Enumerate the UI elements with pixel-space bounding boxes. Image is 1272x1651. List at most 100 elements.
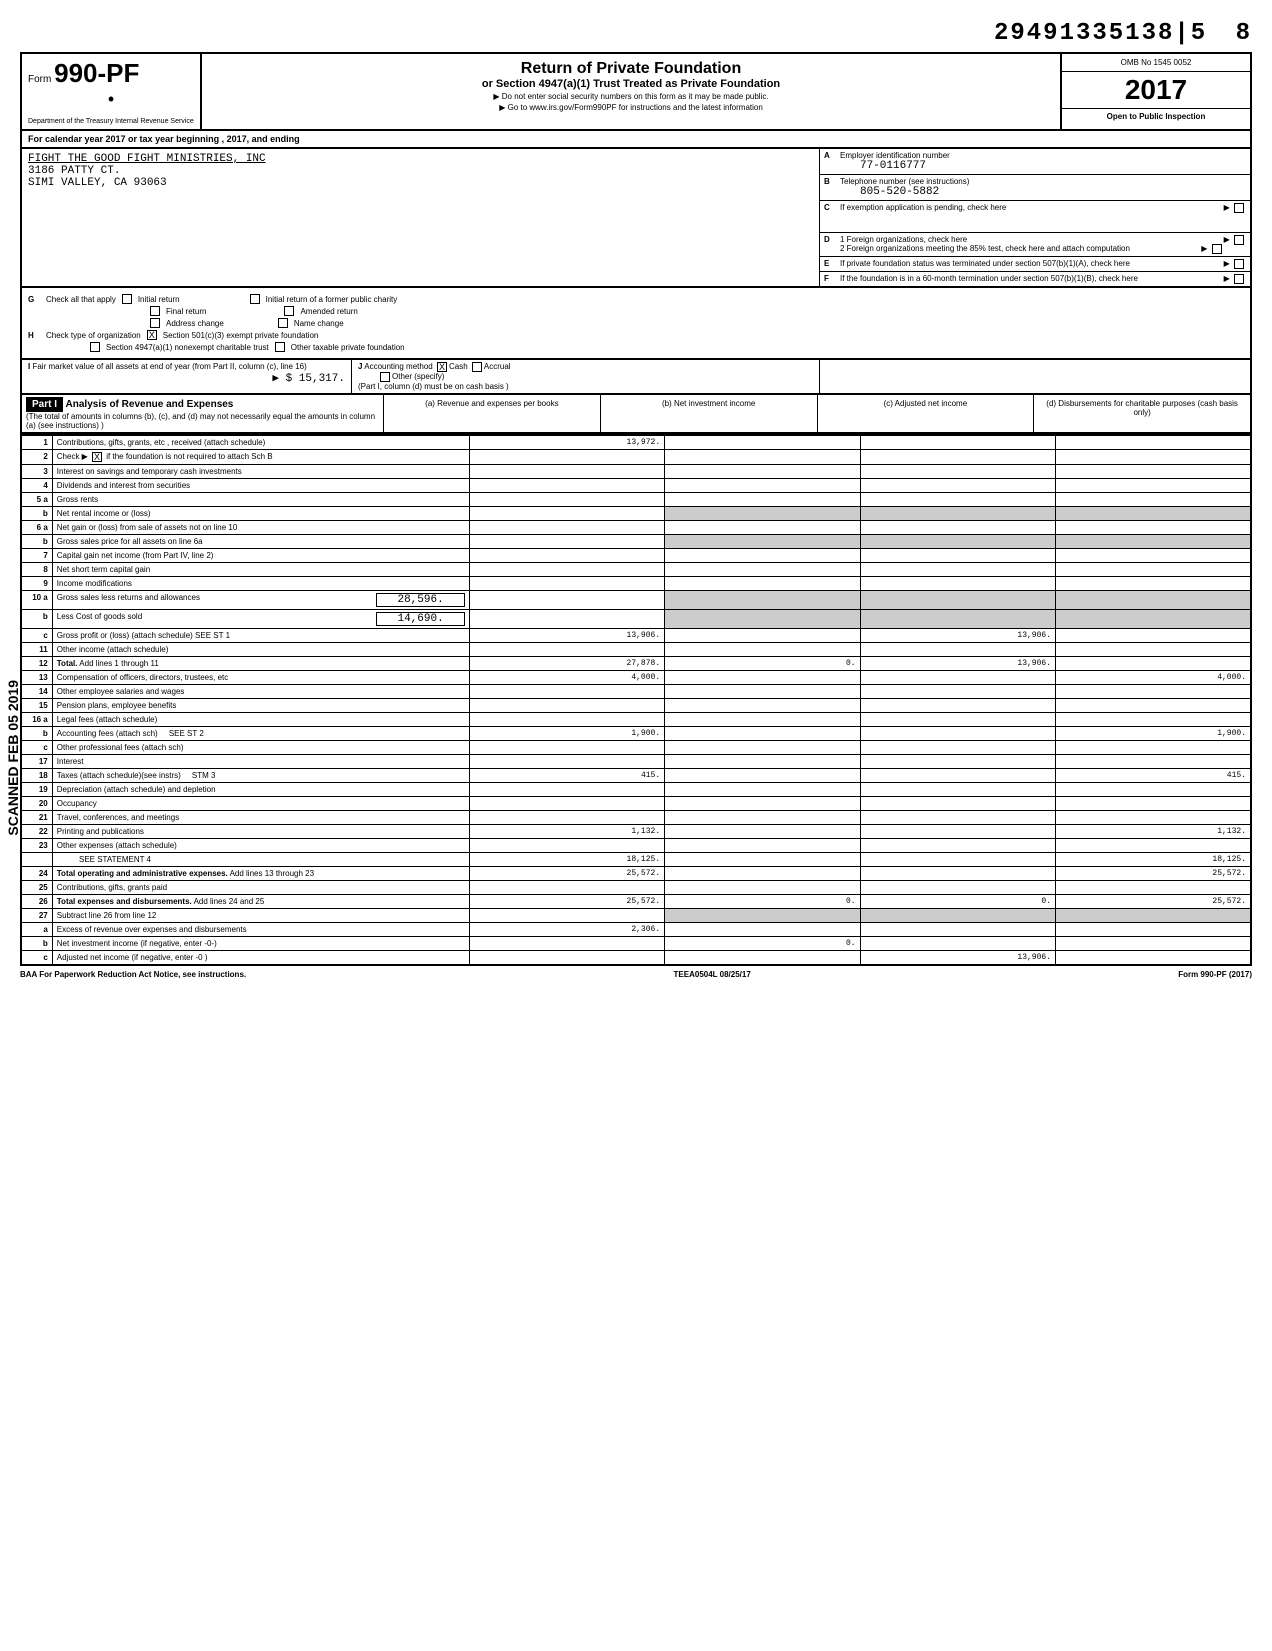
row-desc: Net gain or (loss) from sale of assets n… (52, 521, 469, 535)
tel: 805-520-5882 (860, 186, 939, 198)
row-d (1056, 797, 1251, 811)
table-row: bAccounting fees (attach sch) SEE ST 2 1,… (21, 727, 1251, 741)
row-c (860, 507, 1055, 521)
e-checkbox[interactable] (1234, 259, 1244, 269)
row-num: 25 (21, 881, 52, 895)
d2-checkbox[interactable] (1212, 244, 1222, 254)
row-desc: Other income (attach schedule) (52, 643, 469, 657)
part1-title: Analysis of Revenue and Expenses (66, 399, 234, 410)
row-c (860, 521, 1055, 535)
row-d: 1,900. (1056, 727, 1251, 741)
row-b (665, 853, 860, 867)
table-row: 26Total expenses and disbursements. Add … (21, 895, 1251, 909)
row-b (665, 797, 860, 811)
row-desc: Capital gain net income (from Part IV, l… (52, 549, 469, 563)
row-num: 12 (21, 657, 52, 671)
row-c (860, 909, 1055, 923)
h-label: Check type of organization (46, 331, 141, 340)
c-checkbox[interactable] (1234, 203, 1244, 213)
row-d: 25,572. (1056, 895, 1251, 909)
row-desc: Gross sales less returns and allowances … (52, 591, 469, 610)
row-a (469, 610, 664, 629)
row-c (860, 699, 1055, 713)
table-row: 4Dividends and interest from securities (21, 479, 1251, 493)
table-row: bNet rental income or (loss) (21, 507, 1251, 521)
row-desc: SEE STATEMENT 4 (52, 853, 469, 867)
row-d (1056, 741, 1251, 755)
table-row: SEE STATEMENT 418,125.18,125. (21, 853, 1251, 867)
g-cb-addr[interactable] (150, 318, 160, 328)
row-desc: Other expenses (attach schedule) (52, 839, 469, 853)
h-cb-501c3[interactable]: X (147, 330, 157, 340)
row-d (1056, 699, 1251, 713)
row-desc: Accounting fees (attach sch) SEE ST 2 (52, 727, 469, 741)
row-d: 415. (1056, 769, 1251, 783)
row-c (860, 713, 1055, 727)
row-d (1056, 563, 1251, 577)
row-num: 2 (21, 450, 52, 465)
table-row: 8Net short term capital gain (21, 563, 1251, 577)
fmv-section: I Fair market value of all assets at end… (20, 360, 1252, 395)
row-d (1056, 923, 1251, 937)
d1-checkbox[interactable] (1234, 235, 1244, 245)
row-a: 4,000. (469, 671, 664, 685)
footer-left: BAA For Paperwork Reduction Act Notice, … (20, 970, 246, 979)
footer-right: Form 990-PF (2017) (1178, 970, 1252, 979)
row-d (1056, 610, 1251, 629)
footer: BAA For Paperwork Reduction Act Notice, … (20, 970, 1252, 979)
g-cb-final[interactable] (150, 306, 160, 316)
row-desc: Net investment income (if negative, ente… (52, 937, 469, 951)
row-c (860, 755, 1055, 769)
h-cb-4947[interactable] (90, 342, 100, 352)
h-cb-other[interactable] (275, 342, 285, 352)
row-num: 17 (21, 755, 52, 769)
row-c (860, 825, 1055, 839)
row-d: 25,572. (1056, 867, 1251, 881)
row-a (469, 755, 664, 769)
table-row: 27Subtract line 26 from line 12 (21, 909, 1251, 923)
row-c (860, 577, 1055, 591)
c-row: C If exemption application is pending, c… (820, 201, 1250, 233)
row-d (1056, 521, 1251, 535)
form-note1: ▶ Do not enter social security numbers o… (208, 92, 1054, 101)
row-num: 20 (21, 797, 52, 811)
g-cb-initial-former[interactable] (250, 294, 260, 304)
row-c (860, 549, 1055, 563)
g-cb-name[interactable] (278, 318, 288, 328)
j-cb-other[interactable] (380, 372, 390, 382)
form-number: Form 990-PF (28, 58, 194, 89)
row-num: 16 a (21, 713, 52, 727)
row-num: 15 (21, 699, 52, 713)
table-row: 10 aGross sales less returns and allowan… (21, 591, 1251, 610)
row-d (1056, 479, 1251, 493)
g-cb-amended[interactable] (284, 306, 294, 316)
row-b: 0. (665, 937, 860, 951)
scanned-stamp: SCANNED FEB 05 2019 (5, 680, 21, 836)
row-desc: Pension plans, employee benefits (52, 699, 469, 713)
g-cb-initial[interactable] (122, 294, 132, 304)
row-desc: Total operating and administrative expen… (52, 867, 469, 881)
form-subtitle: or Section 4947(a)(1) Trust Treated as P… (208, 78, 1054, 90)
form-title: Return of Private Foundation (208, 60, 1054, 78)
j-cb-cash[interactable]: X (437, 362, 447, 372)
j-cb-accrual[interactable] (472, 362, 482, 372)
row-num: b (21, 727, 52, 741)
row-b (665, 610, 860, 629)
row-a (469, 535, 664, 549)
addr-line2: SIMI VALLEY, CA 93063 (28, 177, 813, 189)
row-b (665, 629, 860, 643)
fmv-value: 15,317. (299, 373, 345, 385)
row-c (860, 769, 1055, 783)
row-desc: Excess of revenue over expenses and disb… (52, 923, 469, 937)
row-d (1056, 549, 1251, 563)
row-a: 2,306. (469, 923, 664, 937)
row-a: 13,906. (469, 629, 664, 643)
row-a (469, 549, 664, 563)
f-checkbox[interactable] (1234, 274, 1244, 284)
table-row: 20Occupancy (21, 797, 1251, 811)
row-b (665, 521, 860, 535)
row-c (860, 450, 1055, 465)
table-row: 6 aNet gain or (loss) from sale of asset… (21, 521, 1251, 535)
doc-id-suffix: 8 (1236, 20, 1252, 47)
row-b (665, 699, 860, 713)
